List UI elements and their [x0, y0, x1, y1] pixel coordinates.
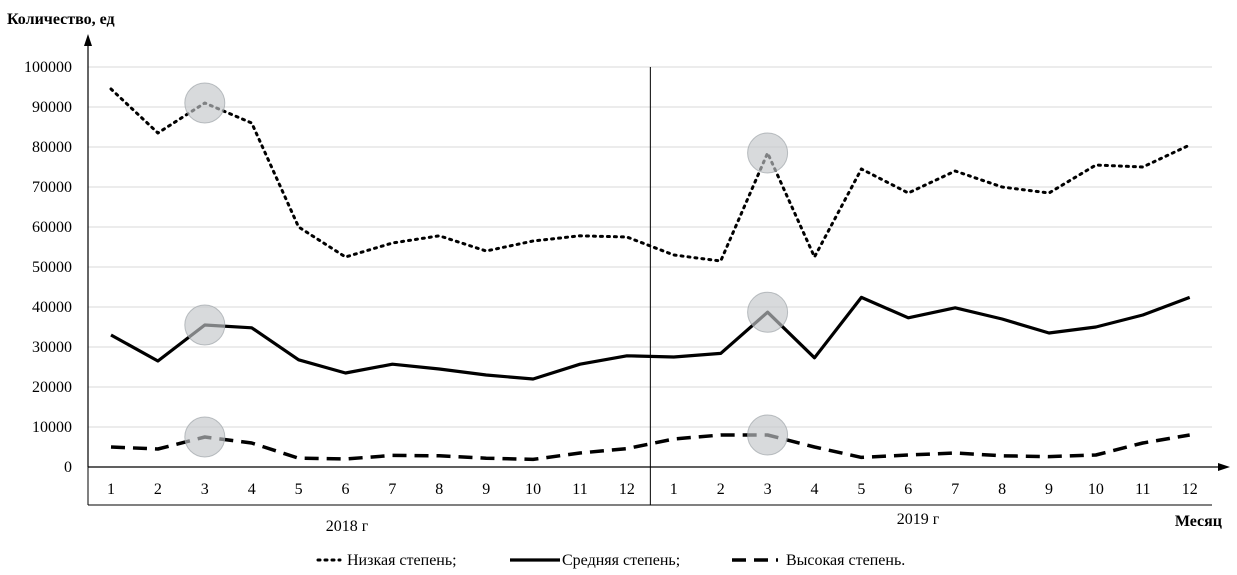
x-tick-label: 6: [904, 481, 912, 498]
y-tick-label: 100000: [24, 59, 72, 76]
x-tick-label: 9: [1045, 481, 1053, 498]
y-tick-label: 80000: [32, 139, 72, 156]
series-line-2: [110, 295, 1191, 381]
x-tick-label: 3: [201, 481, 209, 498]
axis-titles: Количество, ед Месяц: [7, 11, 1222, 530]
highlight-marker: [184, 416, 226, 458]
series-lines: [109, 87, 1192, 462]
y-tick-label: 20000: [32, 379, 72, 396]
x-tick-label: 4: [811, 481, 819, 498]
x-tick-label: 2: [717, 481, 725, 498]
x-tick-label: 3: [764, 481, 772, 498]
highlight-marker: [747, 132, 789, 174]
x-axis-title: Месяц: [1175, 513, 1222, 530]
series-line-1: [109, 87, 1192, 263]
x-tick-label: 1: [107, 481, 115, 498]
y-tick-label: 70000: [32, 179, 72, 196]
legend-label-2: Средняя степень;: [562, 552, 680, 569]
year-labels: 2018 г 2019 г: [326, 511, 940, 535]
axes: [84, 34, 1230, 506]
x-tick-label: 12: [1182, 481, 1198, 498]
x-tick-label: 5: [857, 481, 865, 498]
x-axis-arrow: [1218, 463, 1230, 471]
highlight-marker: [747, 414, 789, 456]
y-tick-label: 90000: [32, 99, 72, 116]
y-tick-label: 40000: [32, 299, 72, 316]
x-tick-label: 9: [482, 481, 490, 498]
tick-labels: 1000009000080000700006000050000400003000…: [24, 59, 1198, 498]
x-tick-label: 7: [388, 481, 396, 498]
series-line-3: [110, 433, 1190, 462]
x-tick-label: 2: [154, 481, 162, 498]
x-tick-label: 4: [248, 481, 256, 498]
x-tick-label: 11: [1135, 481, 1150, 498]
x-tick-label: 10: [1088, 481, 1104, 498]
legend: Низкая степень; Средняя степень; Высокая с…: [316, 552, 905, 569]
y-axis-title: Количество, ед: [7, 11, 115, 28]
y-tick-label: 10000: [32, 419, 72, 436]
year-label: 2019 г: [897, 511, 940, 528]
x-tick-label: 5: [295, 481, 303, 498]
highlight-marker: [184, 304, 226, 346]
legend-label-1: Низкая степень;: [347, 552, 457, 569]
x-tick-label: 1: [670, 481, 678, 498]
x-tick-label: 10: [525, 481, 541, 498]
x-tick-label: 7: [951, 481, 959, 498]
x-tick-label: 11: [572, 481, 587, 498]
y-tick-label: 60000: [32, 219, 72, 236]
x-tick-label: 8: [435, 481, 443, 498]
highlight-marker: [747, 291, 789, 333]
highlight-markers: [184, 82, 789, 458]
year-label: 2018 г: [326, 518, 369, 535]
legend-label-3: Высокая степень.: [786, 552, 905, 569]
x-tick-label: 6: [342, 481, 350, 498]
y-tick-label: 30000: [32, 339, 72, 356]
y-tick-label: 50000: [32, 259, 72, 276]
x-tick-label: 12: [619, 481, 635, 498]
y-tick-label: 0: [64, 459, 72, 476]
y-axis-arrow: [84, 34, 92, 46]
highlight-marker: [184, 82, 226, 124]
x-tick-label: 8: [998, 481, 1006, 498]
